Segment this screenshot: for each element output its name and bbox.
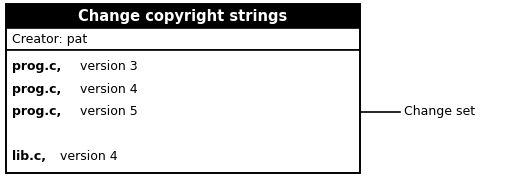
Bar	[6, 50, 359, 173]
Bar	[6, 4, 359, 28]
Text: version 4: version 4	[56, 150, 118, 163]
Text: prog.c,: prog.c,	[12, 105, 61, 118]
Bar	[6, 4, 359, 173]
Text: Change set: Change set	[403, 105, 474, 118]
Text: Creator: pat: Creator: pat	[12, 33, 87, 45]
Bar	[6, 28, 359, 50]
Text: prog.c,: prog.c,	[12, 83, 61, 96]
Text: version 5: version 5	[76, 105, 137, 118]
Text: version 3: version 3	[76, 60, 137, 73]
Text: prog.c,: prog.c,	[12, 60, 61, 73]
Text: lib.c,: lib.c,	[12, 150, 46, 163]
Text: version 4: version 4	[76, 83, 137, 96]
Text: Change copyright strings: Change copyright strings	[78, 8, 287, 24]
